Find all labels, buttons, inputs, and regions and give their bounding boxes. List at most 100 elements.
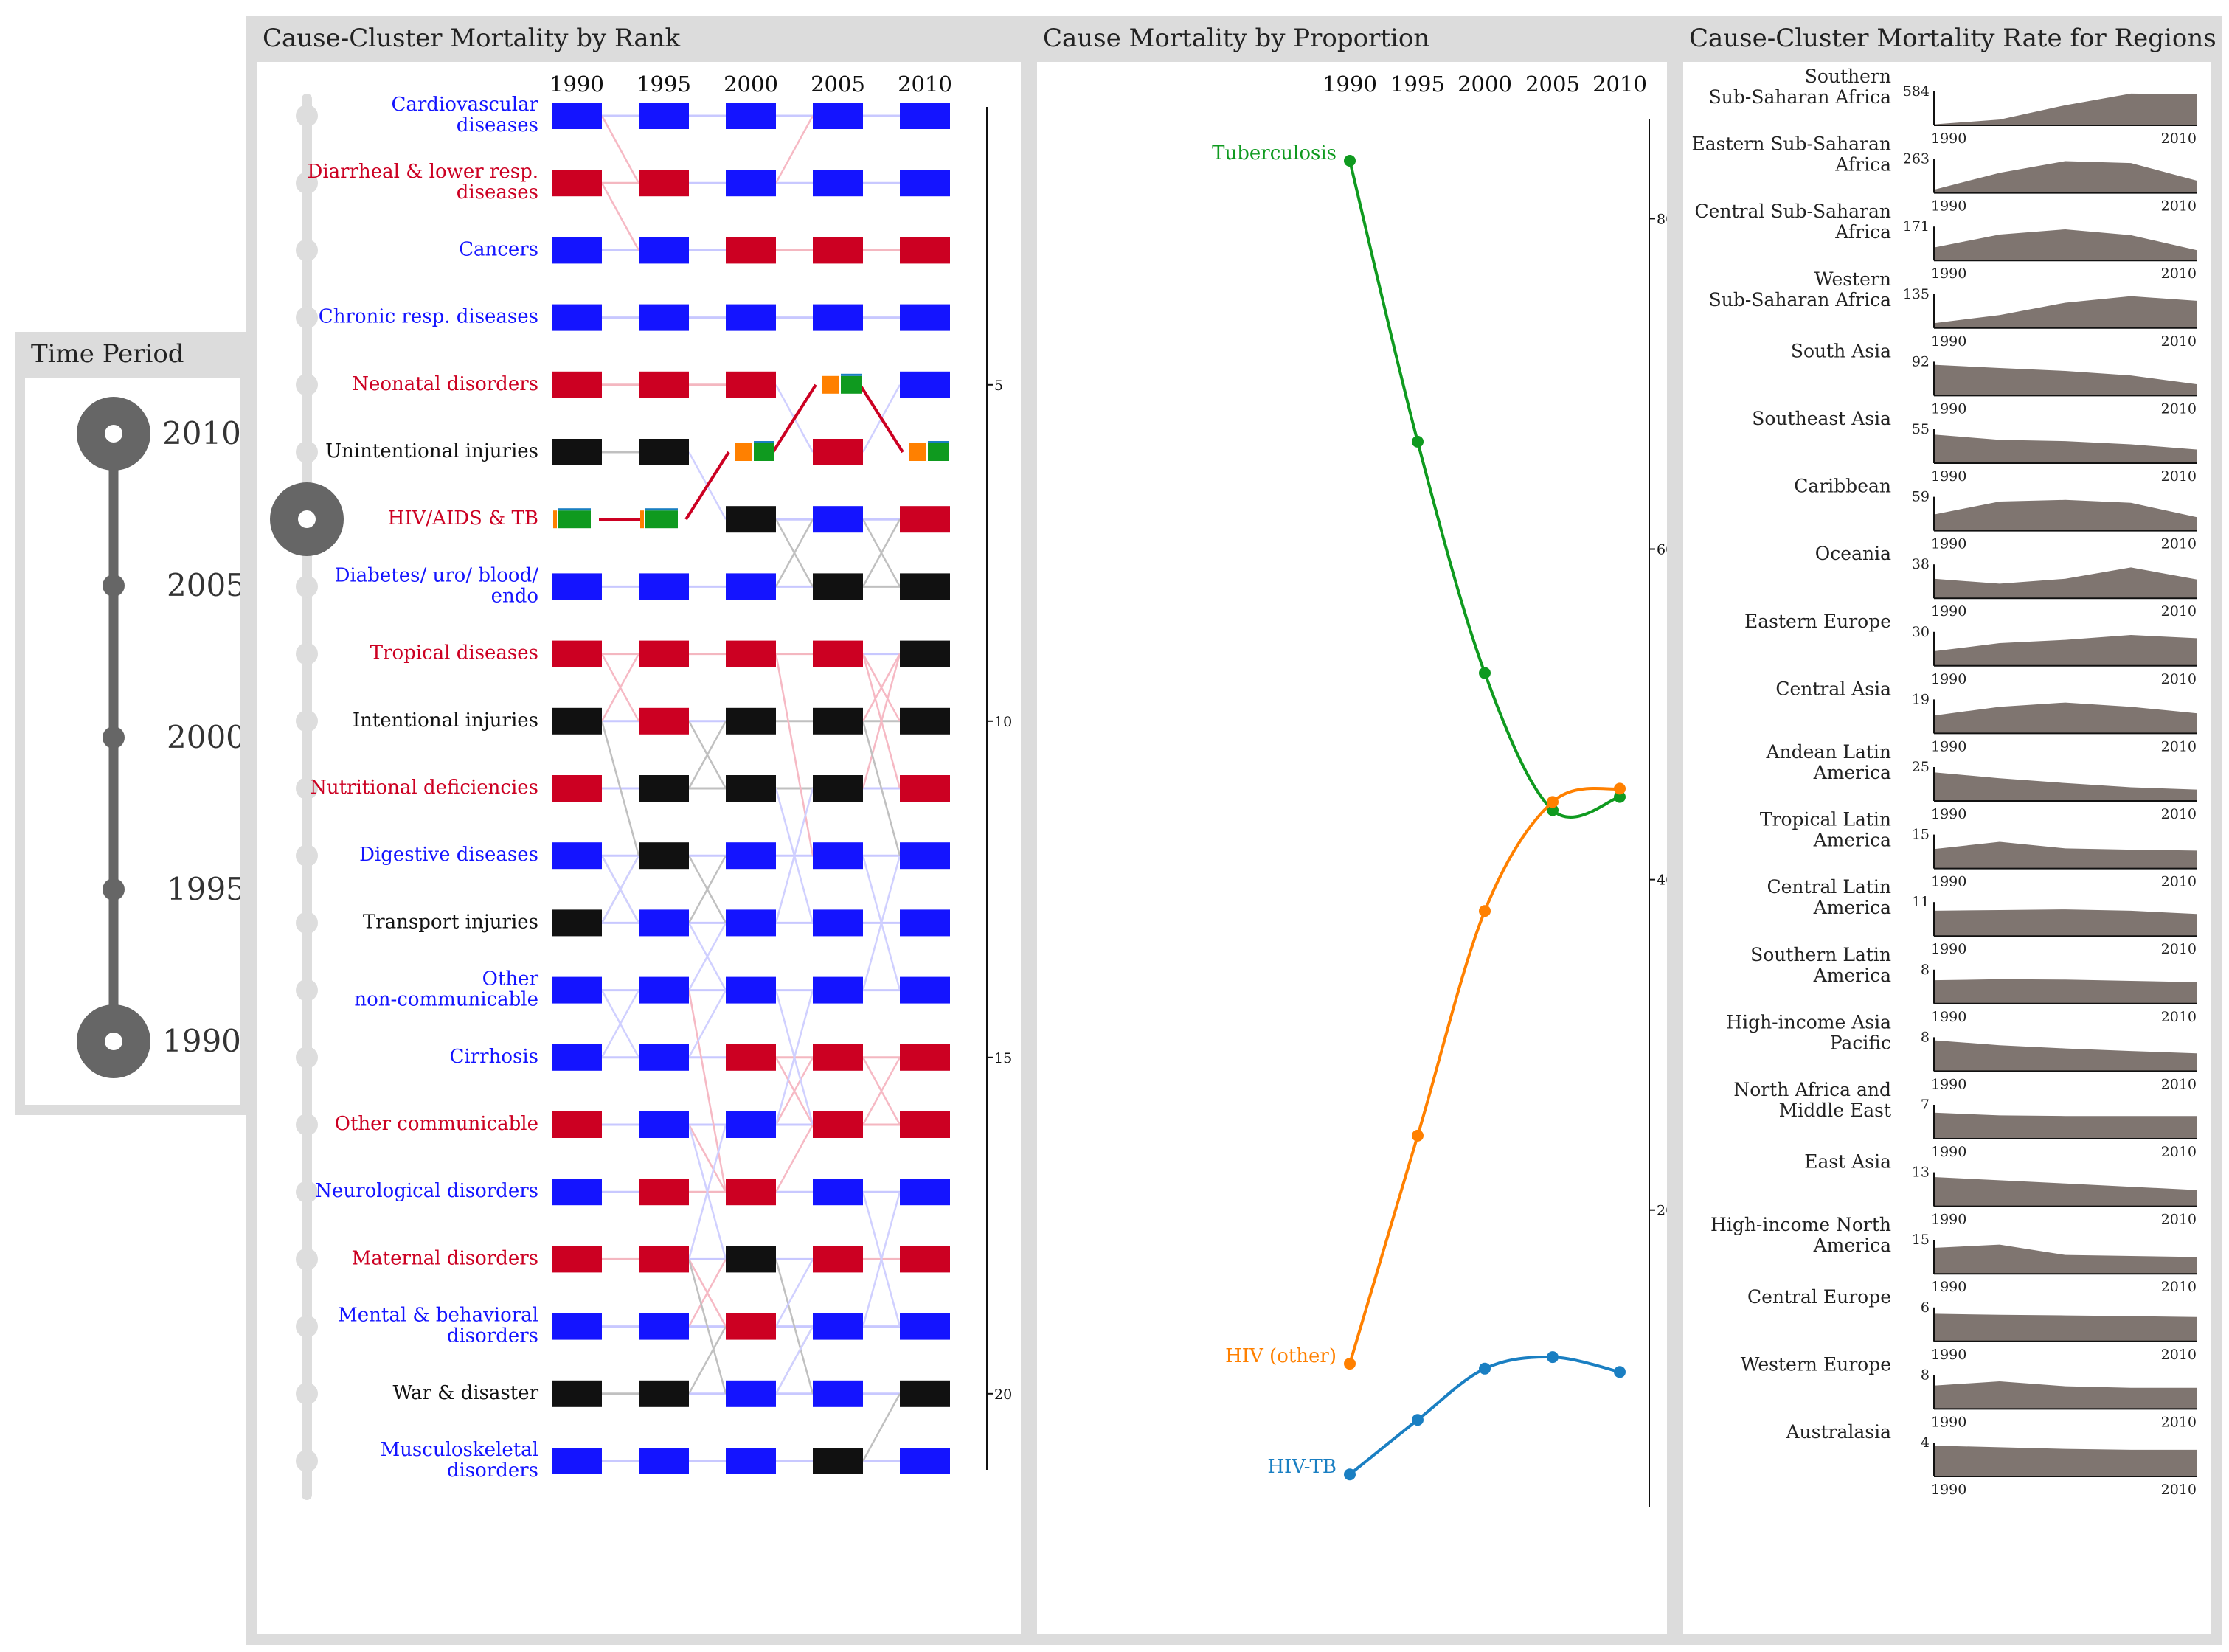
series-point[interactable] bbox=[1614, 782, 1626, 795]
series-point[interactable] bbox=[1614, 1366, 1626, 1378]
rank-box[interactable] bbox=[639, 909, 689, 937]
rank-box[interactable] bbox=[900, 1448, 950, 1474]
series-point[interactable] bbox=[1547, 1351, 1559, 1364]
rank-box[interactable] bbox=[639, 371, 689, 398]
rank-box[interactable] bbox=[639, 573, 689, 600]
rank-box[interactable] bbox=[813, 103, 863, 129]
rank-box[interactable] bbox=[900, 1179, 950, 1206]
rank-box[interactable] bbox=[900, 707, 950, 735]
cause-label[interactable]: Other bbox=[482, 968, 539, 990]
series-point[interactable] bbox=[1479, 667, 1491, 679]
rank-box[interactable] bbox=[813, 909, 863, 937]
cause-label[interactable]: Chronic resp. diseases bbox=[319, 306, 538, 328]
cause-label[interactable]: Tropical diseases bbox=[370, 642, 538, 664]
rank-box[interactable] bbox=[639, 237, 689, 264]
cause-label[interactable]: Cancers bbox=[459, 238, 538, 260]
rank-box[interactable] bbox=[726, 1448, 776, 1474]
rank-box[interactable] bbox=[552, 1246, 602, 1273]
rank-box[interactable] bbox=[552, 1111, 602, 1138]
rank-box[interactable] bbox=[552, 1179, 602, 1206]
rank-box[interactable] bbox=[813, 640, 863, 667]
rank-box[interactable] bbox=[900, 573, 950, 600]
cause-label[interactable]: disorders bbox=[447, 1325, 538, 1347]
rank-box[interactable] bbox=[552, 304, 602, 331]
rank-box[interactable] bbox=[726, 976, 776, 1004]
cause-label[interactable]: Maternal disorders bbox=[352, 1247, 538, 1269]
rank-box[interactable] bbox=[552, 237, 602, 264]
rank-slider-dot[interactable] bbox=[296, 441, 318, 463]
rank-slider-dot[interactable] bbox=[296, 306, 318, 329]
cause-label[interactable]: non-communicable bbox=[354, 989, 538, 1011]
hiv-stacked-bar[interactable] bbox=[909, 441, 949, 461]
hiv-stacked-bar[interactable] bbox=[553, 508, 591, 529]
rank-box[interactable] bbox=[813, 506, 863, 533]
rank-box[interactable] bbox=[813, 170, 863, 197]
series-point[interactable] bbox=[1412, 1414, 1424, 1426]
rank-box[interactable] bbox=[552, 976, 602, 1004]
rank-slider-dot[interactable] bbox=[296, 1450, 318, 1472]
rank-box[interactable] bbox=[552, 640, 602, 667]
rank-box[interactable] bbox=[726, 237, 776, 264]
rank-box[interactable] bbox=[639, 1044, 689, 1071]
rank-box[interactable] bbox=[900, 976, 950, 1004]
rank-box[interactable] bbox=[726, 573, 776, 600]
region-row[interactable]: Central Asia 19 1990 2010 bbox=[1775, 678, 2197, 754]
rank-slider-dot[interactable] bbox=[296, 642, 318, 665]
rank-box[interactable] bbox=[900, 304, 950, 331]
time-tick-2005[interactable] bbox=[103, 575, 125, 597]
cause-label[interactable]: Neonatal disorders bbox=[352, 373, 538, 395]
rank-box[interactable] bbox=[552, 371, 602, 398]
rank-box[interactable] bbox=[900, 103, 950, 129]
rank-box[interactable] bbox=[813, 304, 863, 331]
rank-slider-dot[interactable] bbox=[296, 172, 318, 195]
rank-box[interactable] bbox=[552, 1313, 602, 1340]
series-point[interactable] bbox=[1412, 435, 1424, 448]
hiv-stacked-bar[interactable] bbox=[640, 508, 678, 529]
rank-box[interactable] bbox=[639, 304, 689, 331]
rank-box[interactable] bbox=[726, 170, 776, 197]
rank-box[interactable] bbox=[813, 707, 863, 735]
rank-box[interactable] bbox=[639, 976, 689, 1004]
series-point[interactable] bbox=[1614, 791, 1626, 803]
rank-box[interactable] bbox=[813, 237, 863, 264]
region-row[interactable]: Caribbean 59 1990 2010 bbox=[1794, 476, 2197, 552]
rank-box[interactable] bbox=[813, 1448, 863, 1474]
rank-box[interactable] bbox=[552, 842, 602, 870]
rank-slider-dot[interactable] bbox=[296, 1181, 318, 1204]
rank-box[interactable] bbox=[552, 573, 602, 600]
region-row[interactable]: South Asia 92 1990 2010 bbox=[1791, 340, 2197, 417]
rank-slider-dot[interactable] bbox=[296, 844, 318, 867]
rank-box[interactable] bbox=[726, 103, 776, 129]
cause-label[interactable]: Diarrheal & lower resp. bbox=[307, 161, 538, 183]
rank-box[interactable] bbox=[900, 371, 950, 398]
series-point[interactable] bbox=[1479, 1362, 1491, 1375]
rank-box[interactable] bbox=[552, 909, 602, 937]
rank-box[interactable] bbox=[639, 103, 689, 129]
rank-slider-dot[interactable] bbox=[296, 239, 318, 262]
rank-slider-dot[interactable] bbox=[296, 105, 318, 127]
cause-label[interactable]: Mental & behavioral bbox=[338, 1305, 538, 1327]
time-tick-2000[interactable] bbox=[103, 726, 125, 749]
rank-box[interactable] bbox=[552, 775, 602, 802]
rank-box[interactable] bbox=[726, 842, 776, 870]
cause-label[interactable]: Nutritional deficiencies bbox=[310, 777, 538, 799]
rank-box[interactable] bbox=[639, 1179, 689, 1206]
rank-box[interactable] bbox=[726, 1246, 776, 1273]
cause-label[interactable]: HIV/AIDS & TB bbox=[388, 507, 538, 530]
rank-slider-dot[interactable] bbox=[296, 1382, 318, 1405]
rank-slider-dot[interactable] bbox=[296, 575, 318, 598]
rank-box[interactable] bbox=[813, 1246, 863, 1273]
rank-box[interactable] bbox=[552, 1044, 602, 1071]
rank-box[interactable] bbox=[900, 1044, 950, 1071]
rank-box[interactable] bbox=[900, 775, 950, 802]
cause-label[interactable]: Neurological disorders bbox=[315, 1180, 538, 1202]
rank-box[interactable] bbox=[813, 1111, 863, 1138]
series-point[interactable] bbox=[1344, 155, 1356, 167]
cause-label[interactable]: Transport injuries bbox=[363, 911, 538, 933]
